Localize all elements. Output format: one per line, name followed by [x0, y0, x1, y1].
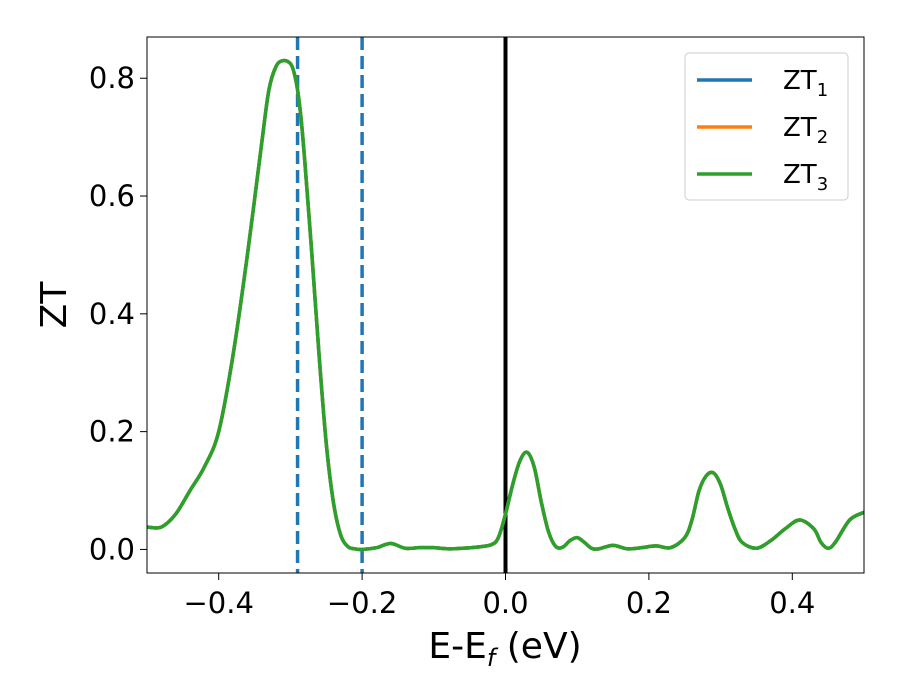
x-axis-label-unit: (eV) — [495, 626, 581, 667]
x-axis-label-main: E-E — [428, 626, 486, 667]
reference-lines — [295, 37, 508, 573]
y-tick-label: 0.4 — [89, 297, 135, 331]
x-axis-label: E-Ef (eV) — [428, 626, 581, 672]
x-axis-ticks: −0.4 −0.2 0.0 0.2 0.4 — [183, 573, 815, 620]
legend-label-zt1: ZT1 — [783, 66, 828, 101]
legend-label-main: ZT — [783, 113, 817, 143]
x-tick-label: 0.4 — [769, 586, 815, 620]
x-tick-label: 0.2 — [626, 586, 672, 620]
series-line-zt3 — [147, 58, 864, 552]
legend-label-main: ZT — [783, 160, 817, 190]
legend-label-zt3: ZT3 — [783, 160, 828, 195]
x-tick-label: −0.4 — [183, 586, 253, 620]
y-tick-label: 0.8 — [89, 61, 135, 95]
legend-label-zt2: ZT2 — [783, 113, 828, 148]
legend-frame — [684, 52, 849, 201]
y-axis-ticks: 0.0 0.2 0.4 0.6 0.8 — [89, 61, 147, 566]
legend-label-main: ZT — [783, 66, 817, 96]
y-axis-label: ZT — [34, 281, 75, 329]
series-lines — [147, 58, 864, 552]
legend-label-sub: 1 — [817, 80, 828, 101]
legend-label-sub: 2 — [817, 127, 828, 148]
legend-label-sub: 3 — [817, 174, 828, 195]
y-tick-label: 0.2 — [89, 415, 135, 449]
y-tick-label: 0.0 — [89, 532, 135, 566]
y-tick-label: 0.6 — [89, 179, 135, 213]
x-tick-label: 0.0 — [482, 586, 528, 620]
x-tick-label: −0.2 — [327, 586, 397, 620]
